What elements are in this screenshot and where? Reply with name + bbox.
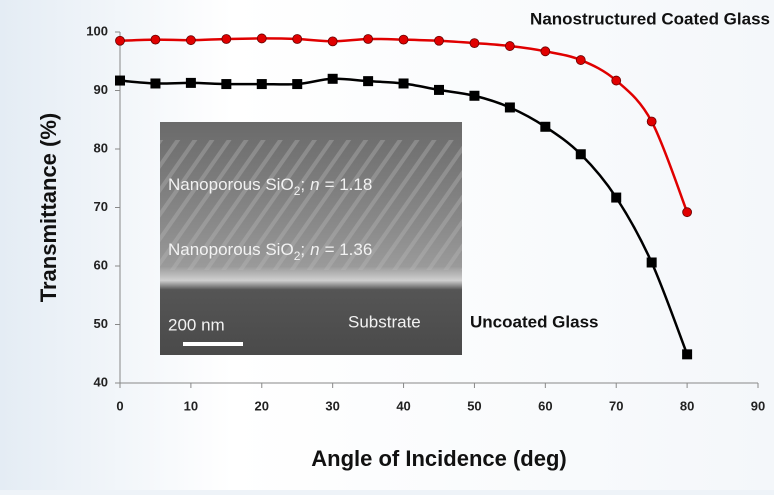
layer-index-value: = 1.18 <box>325 175 373 194</box>
x-axis-title: Angle of Incidence (deg) <box>311 446 566 471</box>
page: {"chart_data": {"type": "line", "xlabel"… <box>0 0 774 490</box>
point <box>541 47 550 56</box>
point <box>363 76 373 86</box>
substrate-label: Substrate <box>348 312 421 331</box>
layer-index-value: = 1.36 <box>325 240 373 259</box>
x-tick-label: 60 <box>538 398 552 413</box>
point <box>647 257 657 267</box>
chart: Nanoporous SiO2;n= 1.18Nanoporous SiO2;n… <box>0 0 774 490</box>
x-tick-label: 20 <box>255 398 269 413</box>
point <box>683 208 692 217</box>
y-tick-label: 80 <box>94 140 108 155</box>
point <box>399 78 409 88</box>
x-tick-label: 30 <box>325 398 339 413</box>
point <box>576 56 585 65</box>
point <box>505 102 515 112</box>
point <box>399 35 408 44</box>
point <box>576 149 586 159</box>
point <box>434 85 444 95</box>
point <box>328 37 337 46</box>
y-tick-label: 40 <box>94 374 108 389</box>
point <box>186 78 196 88</box>
layer-separator: ; <box>300 175 305 194</box>
point <box>186 36 195 45</box>
point <box>257 79 267 89</box>
x-tick-label: 70 <box>609 398 623 413</box>
layer-material: Nanoporous SiO <box>168 175 294 194</box>
point <box>435 36 444 45</box>
y-tick-label: 100 <box>86 23 108 38</box>
point <box>611 193 621 203</box>
layer-separator: ; <box>300 240 305 259</box>
point <box>151 35 160 44</box>
scale-bar-label: 200 nm <box>168 315 225 334</box>
x-tick-label: 10 <box>184 398 198 413</box>
point <box>612 76 621 85</box>
point <box>292 79 302 89</box>
point <box>470 39 479 48</box>
point <box>364 35 373 44</box>
y-tick-label: 90 <box>94 82 108 97</box>
x-tick-label: 50 <box>467 398 481 413</box>
layer-index-symbol: n <box>310 240 319 259</box>
point <box>647 117 656 126</box>
x-tick-label: 90 <box>751 398 765 413</box>
layer-index-symbol: n <box>310 175 319 194</box>
point <box>293 35 302 44</box>
point <box>469 91 479 101</box>
point <box>115 76 125 86</box>
y-tick-label: 50 <box>94 316 108 331</box>
point <box>540 122 550 132</box>
point <box>116 36 125 45</box>
point <box>222 35 231 44</box>
y-tick-label: 60 <box>94 257 108 272</box>
point <box>221 79 231 89</box>
x-tick-label: 40 <box>396 398 410 413</box>
point <box>682 349 692 359</box>
y-tick-label: 70 <box>94 199 108 214</box>
series-label: Uncoated Glass <box>470 312 599 331</box>
point <box>150 78 160 88</box>
point <box>328 74 338 84</box>
point <box>257 34 266 43</box>
y-axis-title: Transmittance (%) <box>36 113 61 303</box>
x-tick-label: 80 <box>680 398 694 413</box>
x-tick-label: 0 <box>116 398 123 413</box>
layer-material: Nanoporous SiO <box>168 240 294 259</box>
series-label: Nanostructured Coated Glass <box>530 9 770 28</box>
point <box>505 42 514 51</box>
